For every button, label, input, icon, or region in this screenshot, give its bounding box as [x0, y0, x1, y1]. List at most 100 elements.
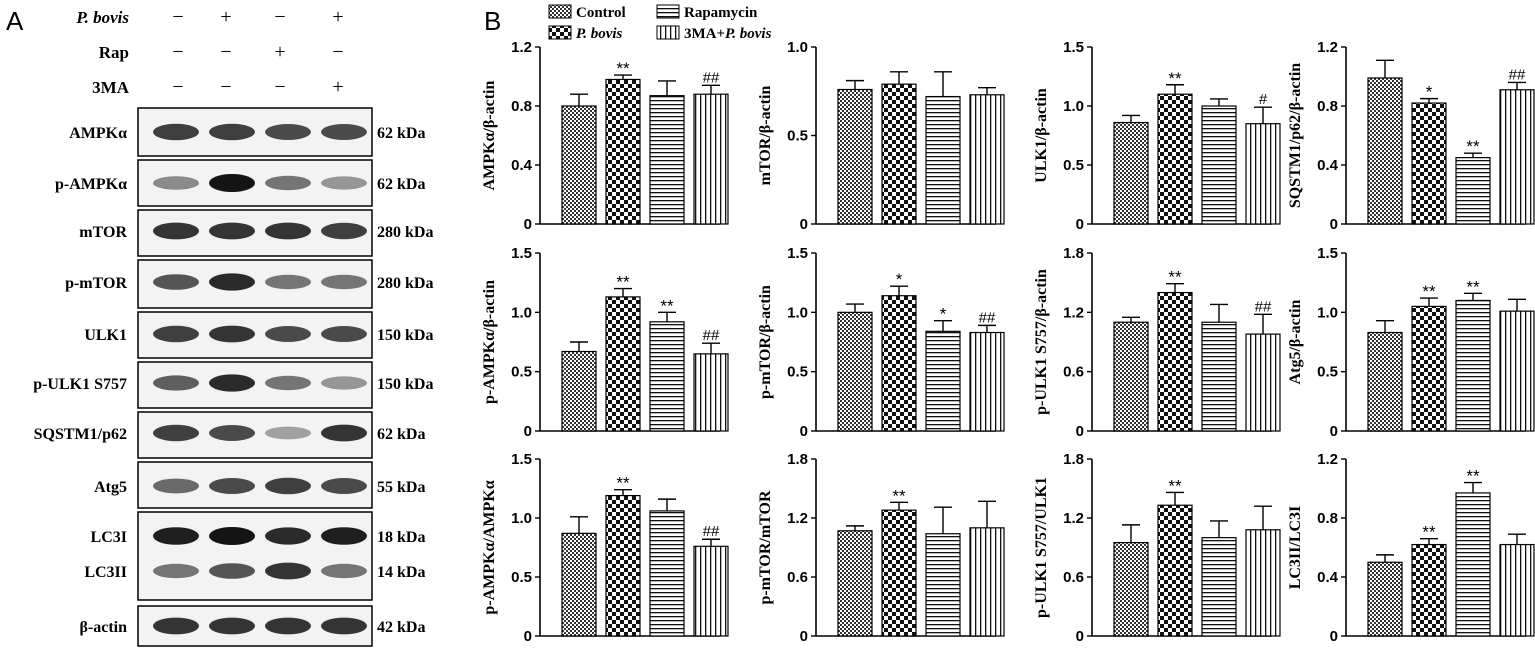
bar: [1113, 121, 1149, 225]
y-tick-label: 1.0: [1063, 98, 1084, 115]
bar: [561, 350, 597, 432]
y-tick-label: 0.4: [1317, 569, 1339, 586]
y-tick-label: 0: [1330, 216, 1338, 233]
significance-label: **: [1466, 277, 1480, 296]
bar: [1367, 561, 1403, 637]
bar-chart: 0 0.6 1.2 1.8 p-mTOR/mTOR **: [757, 451, 1005, 645]
blot-band: [265, 326, 311, 342]
blot-protein-label: p-AMPKα: [55, 176, 127, 193]
y-tick-label: 0: [1076, 216, 1084, 233]
legend-swatch: [656, 4, 680, 19]
y-tick-label: 1.2: [511, 39, 532, 56]
significance-label: *: [896, 270, 903, 289]
blot-band: [321, 176, 367, 190]
bar: [693, 93, 729, 225]
blot-protein-label: SQSTM1/p62: [34, 426, 127, 443]
treatment-sign: −: [220, 41, 231, 63]
y-tick-label: 1.0: [1317, 304, 1338, 321]
y-axis-label: SQSTM1/p62/β-actin: [1287, 63, 1304, 208]
blot-size-label: 62 kDa: [377, 125, 425, 142]
bar: [837, 88, 873, 225]
y-tick-label: 0.5: [1317, 364, 1338, 381]
bar: [1245, 529, 1281, 637]
legend-label: 3MA+P. bovis: [684, 26, 772, 42]
bar: [561, 105, 597, 225]
y-tick-label: 1.5: [1317, 245, 1338, 262]
bar: [693, 545, 729, 637]
blot-band: [153, 325, 199, 343]
bar: [1157, 93, 1193, 225]
y-tick-label: 0.4: [511, 157, 533, 174]
panel-b-label: B: [484, 6, 501, 36]
bar: [925, 95, 961, 225]
blot-band: [153, 274, 199, 290]
blot-band: [265, 527, 311, 545]
blot-band: [153, 222, 199, 240]
legend-label: Control: [576, 5, 626, 21]
bar: [881, 295, 917, 432]
blot-size-label: 18 kDa: [377, 529, 425, 546]
blot-band: [209, 527, 255, 545]
y-tick-label: 0: [1330, 423, 1338, 440]
significance-label: ##: [703, 327, 720, 344]
y-axis-label: Atg5/β-actin: [1287, 299, 1304, 384]
blot-band: [153, 123, 199, 141]
blot-size-label: 280 kDa: [377, 275, 433, 292]
bar: [969, 94, 1005, 225]
y-tick-label: 1.5: [1063, 39, 1084, 56]
blot-size-label: 42 kDa: [377, 619, 425, 636]
bar: [649, 510, 685, 637]
treatment-sign: +: [220, 6, 231, 28]
blot-protein-label: Atg5: [94, 479, 127, 496]
bar: [1411, 305, 1447, 432]
blot-size-label: 280 kDa: [377, 224, 433, 241]
blot-strip: [137, 511, 373, 601]
blot-band: [209, 478, 255, 494]
y-tick-label: 0: [1076, 423, 1084, 440]
blot-band: [265, 222, 311, 240]
y-tick-label: 0: [800, 216, 808, 233]
bar: [1499, 310, 1535, 432]
bar: [605, 494, 641, 637]
y-tick-label: 1.2: [787, 510, 808, 527]
bar: [1411, 102, 1447, 225]
bar-chart: 0 0.5 1.0 1.5 Atg5/β-actin ** **: [1287, 245, 1535, 440]
y-tick-label: 1.8: [1063, 245, 1084, 262]
bar: [561, 532, 597, 637]
y-tick-label: 0: [524, 423, 532, 440]
blot-band: [153, 527, 199, 545]
bar: [881, 509, 917, 637]
y-tick-label: 0.5: [787, 364, 808, 381]
legend-swatch: [548, 4, 572, 19]
bar: [1245, 123, 1281, 225]
bar-chart: 0 0.5 1.0 1.5 p-mTOR/β-actin * * ##: [757, 245, 1005, 440]
blot-band: [321, 376, 367, 390]
bar-chart: 0 0.4 0.8 1.2 LC3II/LC3I ** **: [1287, 451, 1535, 645]
y-tick-label: 0: [1330, 628, 1338, 645]
bar: [1113, 321, 1149, 432]
bar: [1157, 291, 1193, 432]
treatment-label: Rap: [99, 43, 129, 62]
significance-label: ##: [1255, 298, 1272, 315]
y-axis-label: LC3II/LC3I: [1287, 506, 1304, 590]
significance-label: **: [892, 486, 906, 505]
blot-band: [209, 563, 255, 579]
legend-swatch: [656, 25, 680, 40]
bar: [1411, 543, 1447, 637]
y-tick-label: 0.5: [511, 569, 532, 586]
blot-band: [265, 274, 311, 290]
blot-band: [153, 375, 199, 391]
y-tick-label: 0.8: [1317, 98, 1338, 115]
blot-protein-label: AMPKα: [69, 125, 127, 142]
y-tick-label: 0: [800, 628, 808, 645]
y-tick-label: 0.6: [787, 569, 808, 586]
bar: [1455, 299, 1491, 432]
blot-band: [209, 123, 255, 141]
blot-strip: [137, 159, 373, 207]
blot-band: [209, 617, 255, 635]
blot-band: [265, 562, 311, 580]
bar: [1499, 543, 1535, 637]
significance-label: ##: [703, 523, 720, 540]
y-axis-label: p-mTOR/mTOR: [757, 490, 774, 605]
treatment-label: 3MA: [92, 78, 130, 97]
